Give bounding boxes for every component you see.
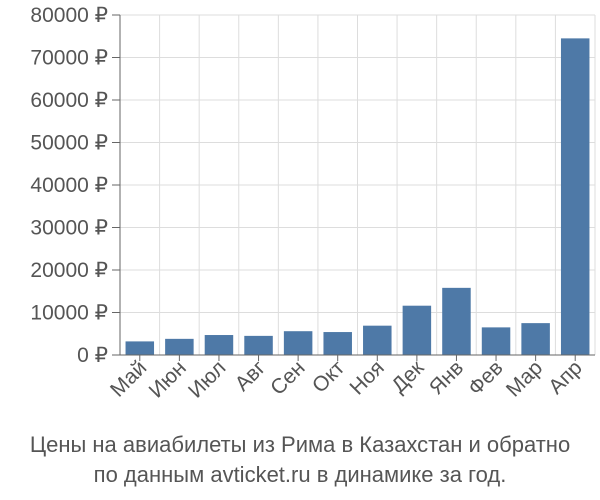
bar-11 [521,323,550,355]
y-tick-label: 50000 ₽ [30,132,108,155]
x-tick-label: Фев [464,356,508,400]
y-tick-label: 80000 ₽ [30,4,108,27]
y-tick-labels: 0 ₽ 10000 ₽ 20000 ₽ 30000 ₽ 40000 ₽ 50000 ₽ 60… [30,4,108,367]
bar-4 [244,335,273,355]
y-tick-label: 20000 ₽ [30,259,108,282]
caption-line-1: Цены на авиабилеты из Рима в Казахстан и… [29,432,571,457]
x-tick-label: Сен [266,356,309,399]
chart-caption: Цены на авиабилеты из Рима в Казахстан и… [0,430,600,490]
y-tick-label: 70000 ₽ [30,47,108,70]
bar-10 [481,327,511,355]
caption-line-2: по данным avticket.ru в динамике за год. [93,462,507,487]
bar-7 [363,325,392,355]
x-tick-label: Мар [502,356,547,401]
x-tick-label: Ноя [346,356,389,399]
bar-1 [125,341,155,355]
x-tick-label: Июн [145,356,191,402]
bar-3 [204,335,234,355]
bar-chart: 0 ₽ 10000 ₽ 20000 ₽ 30000 ₽ 40000 ₽ 50000 ₽ 60… [30,4,596,403]
x-tick-label: Июл [184,356,230,402]
bar-8 [402,305,432,355]
x-tick-label: Май [106,356,151,401]
y-tick-label: 60000 ₽ [30,89,108,112]
y-tick-label: 30000 ₽ [30,217,108,240]
y-tick-label: 10000 ₽ [30,302,108,325]
grid-lines [120,14,596,356]
x-tick-label: Дек [387,356,429,398]
x-tick-label: Янв [425,356,468,399]
bars [125,38,590,355]
bar-6 [323,332,352,355]
bar-5 [283,331,313,355]
x-tick-label: Окт [308,356,350,398]
bar-9 [442,287,471,355]
axes [112,14,595,361]
bar-2 [165,338,194,355]
y-tick-label: 40000 ₽ [30,174,108,197]
x-tick-label: Авг [231,356,271,396]
y-tick-label: 0 ₽ [77,344,108,367]
x-tick-label: Апр [544,356,586,398]
bar-12 [560,38,590,355]
